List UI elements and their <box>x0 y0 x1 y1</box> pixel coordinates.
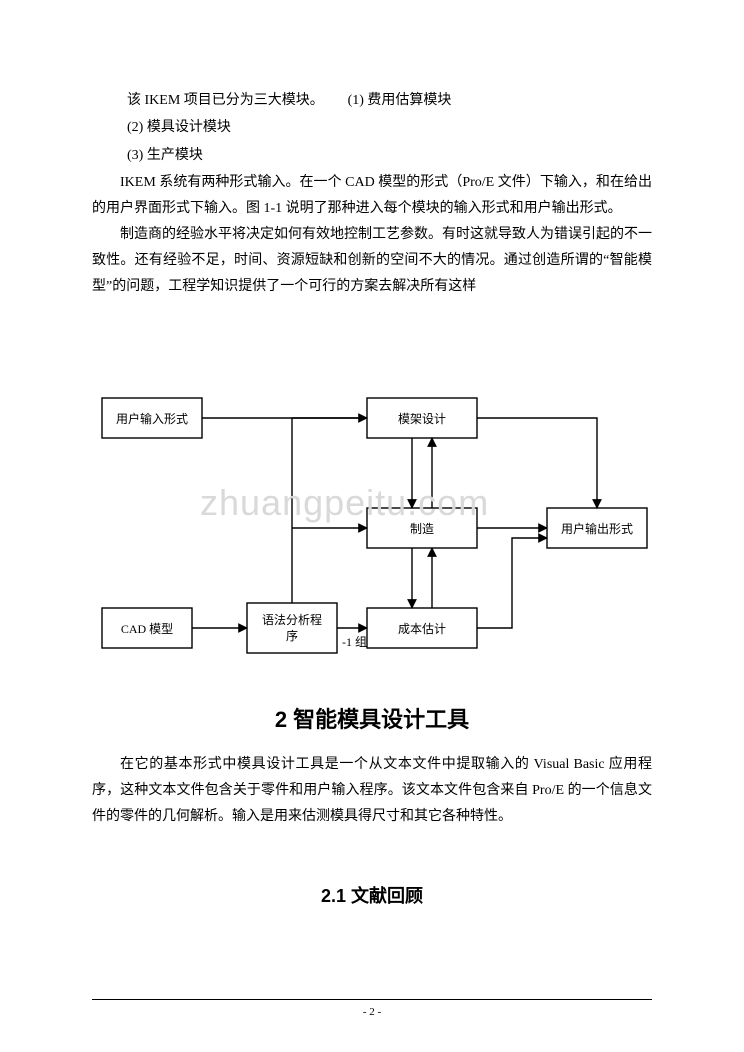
node-user-output: 用户输出形式 <box>547 508 647 548</box>
node-cost-est: 成本估计 <box>367 608 477 648</box>
flowchart: 用户输入形式 模架设计 制造 用户输出形式 CAD 模型 语法分析程 序 <box>92 378 667 668</box>
node-manufacture-label: 制造 <box>410 522 434 536</box>
intro-line1-part2: (1) 费用估算模块 <box>348 93 452 108</box>
intro-line-2: (2) 模具设计模块 <box>92 114 652 142</box>
edge-frame-output <box>477 418 597 508</box>
flowchart-svg: 用户输入形式 模架设计 制造 用户输出形式 CAD 模型 语法分析程 序 <box>92 378 667 668</box>
diagram-caption-fragment: -1 组 <box>342 635 367 649</box>
node-parser: 语法分析程 序 <box>247 603 337 653</box>
section-2-heading: 2 智能模具设计工具 <box>92 702 652 734</box>
section-2-1-heading: 2.1 文献回顾 <box>92 882 652 908</box>
node-user-input-label: 用户输入形式 <box>116 411 188 426</box>
node-cad-model-label: CAD 模型 <box>121 622 173 636</box>
node-cost-est-label: 成本估计 <box>398 622 446 636</box>
intro-line-1: 该 IKEM 项目已分为三大模块。 (1) 费用估算模块 <box>92 88 652 114</box>
section-2-body-wrap: 在它的基本形式中模具设计工具是一个从文本文件中提取输入的 Visual Basi… <box>92 752 652 830</box>
section-2-heading-wrap: 2 智能模具设计工具 <box>92 702 652 734</box>
intro-line-3: (3) 生产模块 <box>92 142 652 170</box>
intro-line1-part1: 该 IKEM 项目已分为三大模块。 <box>127 93 324 108</box>
footer-rule <box>92 999 652 1000</box>
intro-block: 该 IKEM 项目已分为三大模块。 (1) 费用估算模块 (2) 模具设计模块 … <box>92 88 652 300</box>
node-user-output-label: 用户输出形式 <box>561 521 633 536</box>
intro-para-2: IKEM 系统有两种形式输入。在一个 CAD 模型的形式（Pro/E 文件）下输… <box>92 170 652 222</box>
page: 该 IKEM 项目已分为三大模块。 (1) 费用估算模块 (2) 模具设计模块 … <box>0 0 744 1052</box>
node-cad-model: CAD 模型 <box>102 608 192 648</box>
node-frame-design: 模架设计 <box>367 398 477 438</box>
section-2-body: 在它的基本形式中模具设计工具是一个从文本文件中提取输入的 Visual Basi… <box>92 752 652 830</box>
intro-para-3: 制造商的经验水平将决定如何有效地控制工艺参数。有时这就导致人为错误引起的不一致性… <box>92 222 652 300</box>
edge-cost-output <box>477 538 547 628</box>
node-frame-design-label: 模架设计 <box>398 412 446 426</box>
node-manufacture: 制造 <box>367 508 477 548</box>
node-parser-label-1: 语法分析程 <box>262 612 322 627</box>
page-number: - 2 - <box>0 1006 744 1018</box>
section-2-1-heading-wrap: 2.1 文献回顾 <box>92 882 652 908</box>
node-user-input: 用户输入形式 <box>102 398 202 438</box>
node-parser-label-2: 序 <box>286 628 298 643</box>
